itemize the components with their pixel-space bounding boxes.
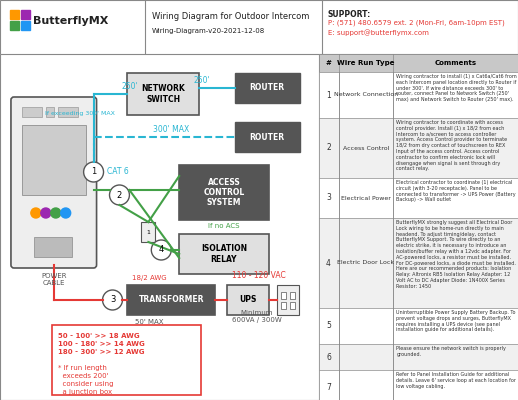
Bar [277,285,299,315]
Text: Wiring-Diagram-v20-2021-12-08: Wiring-Diagram-v20-2021-12-08 [152,28,265,34]
Bar [179,165,269,220]
Text: POWER
CABLE: POWER CABLE [41,273,66,286]
Text: ACCESS
CONTROL
SYSTEM: ACCESS CONTROL SYSTEM [204,178,244,207]
Bar [235,122,299,152]
Circle shape [51,208,61,218]
Text: 4: 4 [159,246,164,254]
Text: 300' MAX: 300' MAX [153,125,190,134]
Text: 1: 1 [326,90,331,100]
Text: 3: 3 [326,194,331,202]
Text: Electrical Power: Electrical Power [341,196,391,200]
Text: Minimum
600VA / 300W: Minimum 600VA / 300W [232,310,282,323]
Bar [319,344,518,370]
Text: 1: 1 [91,168,96,176]
Text: 50 - 100' >> 18 AWG: 50 - 100' >> 18 AWG [57,333,139,339]
Text: Wiring contractor to install (1) x Cat6a/Cat6 from each Intercom panel location : Wiring contractor to install (1) x Cat6a… [396,74,517,102]
Circle shape [109,185,130,205]
Bar [319,54,518,72]
Text: Wiring Diagram for Outdoor Intercom: Wiring Diagram for Outdoor Intercom [152,12,309,21]
Text: 100 - 180' >> 14 AWG: 100 - 180' >> 14 AWG [57,341,145,347]
Text: ROUTER: ROUTER [250,132,285,142]
FancyBboxPatch shape [11,97,96,268]
Bar [319,370,518,400]
Text: E: support@butterflymx.com: E: support@butterflymx.com [328,29,429,36]
Text: 180 - 300' >> 12 AWG: 180 - 300' >> 12 AWG [57,349,144,355]
Text: 1: 1 [147,230,150,234]
Bar [10,10,19,19]
Bar [22,107,42,117]
Text: a junction box: a junction box [57,389,112,395]
Bar [52,325,201,395]
Text: 2: 2 [326,144,331,152]
Text: 4: 4 [326,258,331,268]
Text: 18/2 AWG: 18/2 AWG [132,275,167,281]
Text: Wiring contractor to coordinate with access control provider. Install (1) x 18/2: Wiring contractor to coordinate with acc… [396,120,508,171]
Bar [290,292,295,299]
Bar [319,118,518,178]
Text: ISOLATION
RELAY: ISOLATION RELAY [201,244,247,264]
Text: Comments: Comments [435,60,477,66]
Text: 110 - 120 VAC: 110 - 120 VAC [232,271,286,280]
Bar [179,234,269,274]
Bar [141,222,155,242]
Text: 6: 6 [326,352,331,362]
Text: UPS: UPS [239,296,256,304]
Circle shape [151,240,171,260]
Text: Wire Run Type: Wire Run Type [337,60,395,66]
Bar [235,73,299,103]
Text: 2: 2 [117,190,122,200]
Text: If no ACS: If no ACS [208,223,240,229]
Bar [127,73,199,115]
Text: * If run length: * If run length [57,365,107,371]
Circle shape [41,208,51,218]
Text: 250': 250' [121,82,138,91]
Bar [21,10,30,19]
Text: Refer to Panel Installation Guide for additional details. Leave 6' service loop : Refer to Panel Installation Guide for ad… [396,372,516,389]
Text: Electric Door Lock: Electric Door Lock [337,260,395,266]
Circle shape [31,208,41,218]
Bar [281,292,286,299]
Text: ButterflyMX: ButterflyMX [33,16,108,26]
Bar [319,218,518,308]
Text: ROUTER: ROUTER [250,84,285,92]
Text: Please ensure the network switch is properly grounded.: Please ensure the network switch is prop… [396,346,506,357]
Text: Network Connection: Network Connection [334,92,398,98]
Text: ButterflyMX strongly suggest all Electrical Door Lock wiring to be home-run dire: ButterflyMX strongly suggest all Electri… [396,220,516,289]
Bar [22,125,85,195]
Bar [21,21,30,30]
Text: Electrical contractor to coordinate (1) electrical circuit (with 3-20 receptacle: Electrical contractor to coordinate (1) … [396,180,516,202]
Bar [319,72,518,118]
Bar [319,178,518,218]
Bar [127,285,215,315]
Text: consider using: consider using [57,381,113,387]
Text: 5: 5 [326,322,331,330]
Bar [46,107,54,117]
Text: Uninterruptible Power Supply Battery Backup. To prevent voltage drops and surges: Uninterruptible Power Supply Battery Bac… [396,310,516,332]
Bar [290,302,295,309]
Text: Access Control: Access Control [343,146,389,150]
Text: 250': 250' [194,76,210,85]
Text: 50' MAX: 50' MAX [135,319,164,325]
Circle shape [83,162,104,182]
Text: exceeds 200': exceeds 200' [57,373,108,379]
Bar [57,107,78,117]
Text: 3: 3 [110,296,115,304]
Text: TRANSFORMER: TRANSFORMER [138,296,204,304]
Bar [34,237,71,257]
Circle shape [103,290,122,310]
Text: P: (571) 480.6579 ext. 2 (Mon-Fri, 6am-10pm EST): P: (571) 480.6579 ext. 2 (Mon-Fri, 6am-1… [328,19,505,26]
Bar [10,21,19,30]
Bar [227,285,269,315]
Bar [319,308,518,344]
Text: 7: 7 [326,384,331,392]
Circle shape [61,208,70,218]
Text: NETWORK
SWITCH: NETWORK SWITCH [141,84,185,104]
Text: #: # [326,60,332,66]
Text: If exceeding 300' MAX: If exceeding 300' MAX [45,111,114,116]
Text: CAT 6: CAT 6 [107,168,128,176]
Bar [281,302,286,309]
Text: SUPPORT:: SUPPORT: [328,10,371,19]
